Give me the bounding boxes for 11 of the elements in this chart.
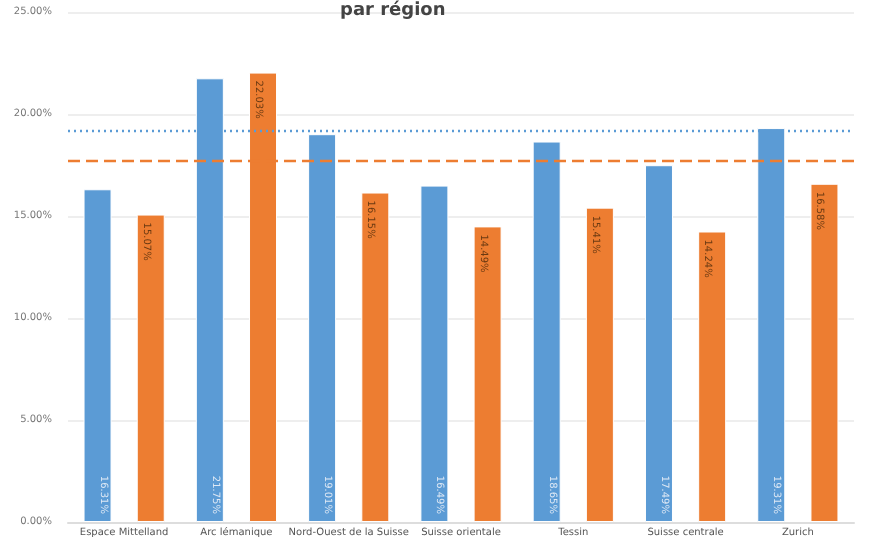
bar [585, 207, 614, 522]
bar [136, 214, 165, 522]
bar [420, 185, 449, 522]
bar [83, 189, 112, 522]
chart-title: par région [340, 0, 446, 21]
bar [810, 183, 839, 522]
bar [532, 141, 561, 522]
bar [698, 231, 727, 522]
bar [644, 165, 673, 522]
bar [361, 192, 390, 522]
bar [473, 226, 502, 522]
